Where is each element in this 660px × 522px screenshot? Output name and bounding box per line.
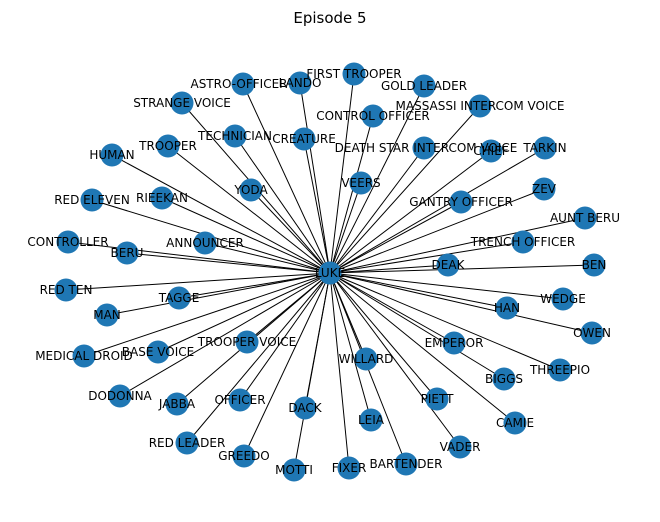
node-label-threepio: THREEPIO: [529, 363, 590, 377]
node-label-trooper-voice: TROOPER VOICE: [197, 335, 296, 349]
node-label-gantry-officer: GANTRY OFFICER: [409, 195, 513, 209]
node-label-control-officer: CONTROL OFFICER: [316, 109, 430, 123]
node-label-aunt-beru: AUNT BERU: [550, 211, 620, 225]
node-label-yoda: YODA: [233, 183, 268, 197]
edge-luke-fixer: [330, 273, 349, 468]
edge-luke-tagge: [179, 273, 330, 298]
node-label-red-ten: RED TEN: [40, 283, 93, 297]
edge-luke-human: [112, 155, 330, 273]
node-label-dack: DACK: [288, 401, 322, 415]
node-label-emperor: EMPEROR: [425, 336, 484, 350]
node-label-zev: ZEV: [532, 182, 557, 196]
node-label-piett: PIETT: [421, 392, 454, 406]
node-label-tagge: TAGGE: [158, 291, 200, 305]
node-label-human: HUMAN: [89, 148, 134, 162]
node-label-death-star-intercom-voice: DEATH STAR INTERCOM VOICE: [335, 141, 518, 155]
node-label-wedge: WEDGE: [540, 292, 586, 306]
node-label-beru: BERU: [111, 246, 144, 260]
node-label-luke: LUKE: [315, 266, 345, 280]
node-label-gold-leader: GOLD LEADER: [381, 79, 467, 93]
node-label-red-eleven: RED ELEVEN: [54, 193, 130, 207]
edge-luke-motti: [294, 273, 330, 470]
node-label-owen: OWEN: [573, 326, 611, 340]
node-label-willard: WILLARD: [339, 352, 394, 366]
edge-luke-man: [107, 273, 330, 315]
node-label-astro-officer: ASTRO-OFFICER: [190, 77, 287, 91]
node-label-camie: CAMIE: [496, 416, 534, 430]
node-label-vader: VADER: [440, 440, 481, 454]
node-label-ben: BEN: [582, 258, 607, 272]
node-label-veers: VEERS: [341, 176, 380, 190]
node-label-strange-voice: STRANGE VOICE: [133, 96, 231, 110]
edge-luke-first-trooper: [330, 74, 354, 273]
node-label-biggs: BIGGS: [485, 372, 523, 386]
node-label-motti: MOTTI: [275, 463, 313, 477]
edge-luke-emperor: [330, 273, 454, 343]
node-label-technician: TECHNICIAN: [197, 129, 272, 143]
node-label-red-leader: RED LEADER: [149, 436, 226, 450]
node-label-trench-officer: TRENCH OFFICER: [470, 235, 576, 249]
edge-luke-wedge: [330, 273, 563, 299]
node-label-officer: OFFICER: [214, 393, 265, 407]
node-label-announcer: ANNOUNCER: [166, 236, 244, 250]
node-label-tarkin: TARKIN: [522, 141, 566, 155]
edge-luke-greedo: [244, 273, 330, 456]
node-label-bartender: BARTENDER: [370, 457, 443, 471]
node-label-leia: LEIA: [358, 413, 385, 427]
node-label-jabba: JABBA: [158, 397, 196, 411]
edge-luke-chief: [330, 151, 491, 273]
node-label-man: MAN: [93, 308, 121, 322]
edge-luke-leia: [330, 273, 371, 420]
graph-title: Episode 5: [293, 9, 366, 27]
node-label-rieekan: RIEEKAN: [136, 191, 188, 205]
edge-luke-red-ten: [66, 273, 330, 290]
node-label-greedo: GREEDO: [218, 449, 270, 463]
node-label-medical-droid: MEDICAL DROID: [35, 349, 133, 363]
edge-luke-creature: [304, 139, 330, 273]
edge-luke-piett: [330, 273, 437, 399]
node-label-han: HAN: [494, 301, 520, 315]
node-label-dodonna: DODONNA: [88, 389, 152, 403]
node-label-trooper: TROOPER: [138, 139, 197, 153]
edge-luke-veers: [330, 183, 361, 273]
label-layer: LUKEFIRST TROOPERLANDO GOLD LEADERASTRO-O…: [27, 67, 620, 477]
edge-luke-tarkin: [330, 148, 545, 273]
node-label-creature: CREATURE: [272, 132, 336, 146]
edge-luke-technician: [235, 136, 330, 273]
edge-luke-han: [330, 273, 507, 308]
node-label-deak: DEAK: [432, 258, 466, 272]
node-label-controller: CONTROLLER: [27, 235, 108, 249]
node-label-fixer: FIXER: [332, 461, 367, 475]
